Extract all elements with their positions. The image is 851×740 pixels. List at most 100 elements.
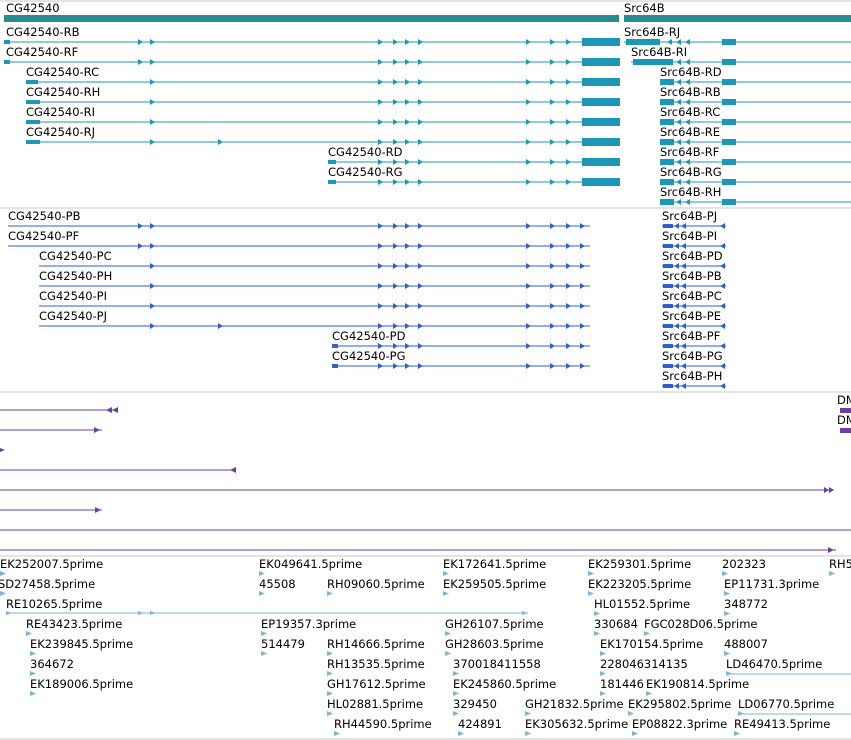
est-feature[interactable]: RH09060.5prime bbox=[327, 577, 425, 596]
feature-row[interactable] bbox=[0, 467, 236, 473]
est-feature[interactable]: RH14666.5prime bbox=[327, 637, 425, 656]
est-feature[interactable]: HL01552.5prime bbox=[594, 597, 690, 616]
est-feature[interactable]: 348772 bbox=[724, 597, 768, 616]
transcript-label: CG42540-RF bbox=[6, 45, 78, 59]
est-feature[interactable]: 202323 bbox=[722, 557, 766, 576]
protein-row[interactable]: CG42540-PJ bbox=[39, 309, 590, 329]
est-feature[interactable]: RE10265.5prime bbox=[6, 597, 528, 615]
est-feature[interactable]: 45508 bbox=[259, 577, 296, 596]
est-feature[interactable]: RE49413.5prime bbox=[734, 717, 830, 736]
est-feature[interactable]: RH5 bbox=[829, 557, 851, 576]
est-feature[interactable]: EP08822.3prime bbox=[632, 717, 727, 736]
transcript-row[interactable]: CG42540-RD bbox=[328, 145, 620, 166]
feature-row[interactable] bbox=[0, 487, 834, 493]
transcript-row[interactable]: Src64B-RJ bbox=[624, 25, 851, 45]
transcript-row[interactable]: Src64B-RH bbox=[660, 185, 851, 205]
protein-row[interactable]: CG42540-PG bbox=[332, 349, 590, 369]
protein-row[interactable]: CG42540-PF bbox=[8, 229, 590, 249]
protein-row[interactable]: Src64B-PB bbox=[662, 269, 726, 289]
transcript-row[interactable]: Src64B-RI bbox=[631, 45, 851, 65]
feature-row[interactable] bbox=[0, 407, 118, 413]
est-feature[interactable]: EK239845.5prime bbox=[30, 637, 133, 656]
feature-row[interactable] bbox=[0, 507, 102, 513]
est-label: EK170154.5prime bbox=[600, 637, 703, 651]
est-label: 45508 bbox=[259, 577, 296, 591]
est-feature[interactable]: EK305632.5prime bbox=[525, 717, 628, 736]
transcript-row[interactable]: CG42540-RF bbox=[4, 45, 620, 66]
est-feature[interactable]: GH21832.5prime bbox=[525, 697, 624, 716]
transcript-row[interactable]: Src64B-RC bbox=[660, 105, 851, 125]
est-feature[interactable]: EP19357.3prime bbox=[261, 617, 356, 636]
est-label: EK172641.5prime bbox=[443, 557, 546, 571]
transcript-row[interactable]: CG42540-RH bbox=[26, 85, 620, 106]
est-feature[interactable]: 488007 bbox=[724, 637, 768, 656]
protein-row[interactable]: Src64B-PH bbox=[662, 369, 726, 389]
protein-row[interactable]: Src64B-PJ bbox=[662, 209, 726, 229]
est-feature[interactable]: 364672 bbox=[30, 657, 74, 676]
transcript-row[interactable]: Src64B-RF bbox=[660, 145, 851, 165]
transcript-row[interactable]: CG42540-RC bbox=[26, 65, 620, 86]
est-label: FGC028D06.5prime bbox=[644, 617, 757, 631]
est-feature[interactable]: 329450 bbox=[453, 697, 497, 716]
est-feature[interactable]: EK252007.5prime bbox=[0, 557, 103, 576]
protein-row[interactable]: Src64B-PD bbox=[662, 249, 726, 269]
est-feature[interactable]: LD46470.5prime bbox=[726, 657, 851, 676]
transcript-row[interactable]: Src64B-RB bbox=[660, 85, 851, 105]
protein-row[interactable]: CG42540-PC bbox=[39, 249, 590, 269]
feature-row[interactable]: DM bbox=[837, 393, 851, 413]
est-feature[interactable]: RH44590.5prime bbox=[334, 717, 432, 736]
protein-row[interactable]: Src64B-PI bbox=[662, 229, 726, 249]
transcript-label: CG42540-RJ bbox=[26, 125, 95, 139]
transcript-row[interactable]: Src64B-RE bbox=[660, 125, 851, 145]
est-feature[interactable]: 228046314135 bbox=[600, 657, 688, 676]
est-feature[interactable]: 330684 bbox=[594, 617, 638, 636]
est-feature[interactable]: EK172641.5prime bbox=[443, 557, 546, 576]
protein-label: Src64B-PF bbox=[662, 329, 720, 343]
est-feature[interactable]: 514479 bbox=[261, 637, 305, 656]
est-feature[interactable]: FGC028D06.5prime bbox=[644, 617, 757, 636]
est-feature[interactable]: EK189006.5prime bbox=[30, 677, 133, 696]
protein-row[interactable]: CG42540-PD bbox=[332, 329, 590, 349]
transcript-row[interactable]: CG42540-RG bbox=[328, 165, 620, 186]
protein-row[interactable]: CG42540-PH bbox=[39, 269, 590, 289]
est-label: GH17612.5prime bbox=[327, 677, 426, 691]
est-feature[interactable]: SD27458.5prime bbox=[0, 577, 95, 596]
est-feature[interactable]: LD06770.5prime bbox=[738, 697, 851, 716]
protein-row[interactable]: Src64B-PF bbox=[662, 329, 726, 349]
gene-feature[interactable]: Src64B bbox=[624, 1, 851, 22]
est-feature[interactable]: GH28603.5prime bbox=[445, 637, 544, 656]
feature-row[interactable] bbox=[0, 427, 102, 433]
est-feature[interactable]: RH13535.5prime bbox=[327, 657, 425, 676]
est-feature[interactable]: EK170154.5prime bbox=[600, 637, 703, 656]
feature-row[interactable] bbox=[0, 547, 836, 553]
transcript-row[interactable]: CG42540-RJ bbox=[26, 125, 620, 146]
protein-row[interactable]: CG42540-PI bbox=[39, 289, 590, 309]
est-feature[interactable]: EP11731.3prime bbox=[724, 577, 819, 596]
protein-row[interactable]: Src64B-PG bbox=[662, 349, 726, 369]
transcript-row[interactable]: CG42540-RI bbox=[26, 105, 620, 126]
est-feature[interactable]: EK259301.5prime bbox=[588, 557, 691, 576]
est-feature[interactable]: EK190814.5prime bbox=[646, 677, 749, 696]
est-feature[interactable]: HL02881.5prime bbox=[327, 697, 423, 716]
est-feature[interactable]: EK223205.5prime bbox=[588, 577, 691, 596]
est-feature[interactable]: EK049641.5prime bbox=[259, 557, 362, 576]
transcript-row[interactable]: CG42540-RB bbox=[4, 25, 620, 46]
est-feature[interactable]: RE43423.5prime bbox=[26, 617, 122, 636]
protein-row[interactable]: Src64B-PC bbox=[662, 289, 726, 309]
est-feature[interactable]: EK245860.5prime bbox=[453, 677, 556, 696]
transcript-row[interactable]: Src64B-RD bbox=[660, 65, 851, 85]
est-feature[interactable]: EK295802.5prime bbox=[628, 697, 731, 716]
protein-row[interactable]: CG42540-PB bbox=[8, 209, 590, 229]
est-label: GH28603.5prime bbox=[445, 637, 544, 651]
protein-row[interactable]: Src64B-PE bbox=[662, 309, 726, 329]
feature-row[interactable]: DM bbox=[837, 413, 851, 433]
feature-row[interactable] bbox=[0, 448, 5, 452]
est-feature[interactable]: 370018411558 bbox=[453, 657, 541, 676]
transcript-row[interactable]: Src64B-RG bbox=[660, 165, 851, 185]
est-feature[interactable]: EK259505.5prime bbox=[443, 577, 546, 596]
est-feature[interactable]: GH26107.5prime bbox=[445, 617, 544, 636]
est-feature[interactable]: 424891 bbox=[458, 717, 502, 736]
gene-feature[interactable]: CG42540 bbox=[4, 1, 619, 22]
est-feature[interactable]: 181446 bbox=[600, 677, 644, 696]
est-feature[interactable]: GH17612.5prime bbox=[327, 677, 426, 696]
